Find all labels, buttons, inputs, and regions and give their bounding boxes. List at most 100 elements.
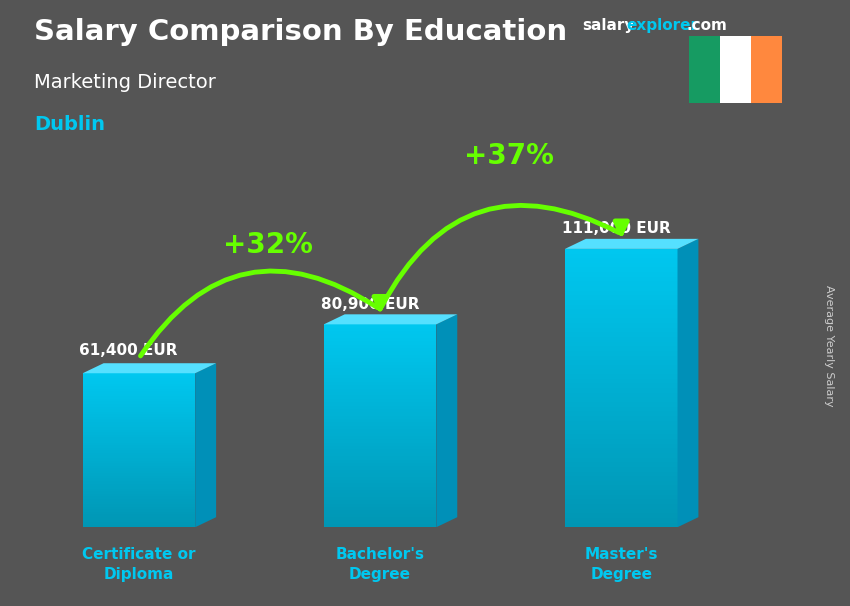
Bar — [324, 439, 436, 443]
Bar — [82, 450, 196, 453]
Bar — [565, 393, 677, 398]
Bar — [82, 411, 196, 415]
Bar — [324, 378, 436, 382]
Bar — [82, 373, 196, 376]
Bar — [82, 476, 196, 479]
Bar — [565, 471, 677, 476]
Bar — [324, 402, 436, 405]
Bar — [82, 407, 196, 409]
Bar — [324, 466, 436, 470]
Bar — [324, 341, 436, 345]
Text: Master's
Degree: Master's Degree — [585, 547, 658, 582]
Bar — [565, 328, 677, 332]
Bar — [565, 398, 677, 402]
Bar — [688, 36, 720, 103]
Bar — [82, 384, 196, 386]
Bar — [82, 409, 196, 411]
Bar — [565, 318, 677, 323]
Bar — [565, 388, 677, 393]
Bar — [82, 525, 196, 527]
Bar — [324, 399, 436, 402]
Bar — [82, 514, 196, 517]
Bar — [565, 499, 677, 504]
Bar — [82, 494, 196, 496]
Bar — [82, 488, 196, 491]
Bar — [565, 258, 677, 263]
Bar — [324, 416, 436, 419]
Bar — [324, 450, 436, 453]
Bar — [82, 417, 196, 419]
Bar — [82, 496, 196, 499]
Bar — [324, 521, 436, 524]
Bar — [324, 412, 436, 416]
Bar — [324, 507, 436, 510]
Bar — [82, 396, 196, 399]
Bar — [565, 304, 677, 309]
Bar — [324, 483, 436, 487]
Bar — [565, 421, 677, 425]
Bar — [324, 497, 436, 500]
Bar — [565, 337, 677, 342]
Bar — [82, 512, 196, 514]
Bar — [324, 368, 436, 371]
Bar — [324, 514, 436, 517]
Bar — [565, 485, 677, 490]
Bar — [82, 427, 196, 430]
Bar — [324, 487, 436, 490]
Bar — [324, 345, 436, 348]
Bar — [324, 470, 436, 473]
Bar — [565, 407, 677, 411]
Text: salary: salary — [582, 18, 635, 33]
Bar — [565, 249, 677, 253]
Bar — [82, 499, 196, 502]
Bar — [565, 402, 677, 407]
Bar — [565, 462, 677, 467]
Text: Dublin: Dublin — [34, 115, 105, 134]
Bar — [324, 422, 436, 426]
Bar — [324, 409, 436, 412]
Bar — [565, 453, 677, 458]
Bar — [82, 391, 196, 394]
Bar — [565, 314, 677, 319]
Bar — [324, 459, 436, 463]
Bar — [565, 295, 677, 300]
Bar — [324, 524, 436, 527]
Bar — [324, 405, 436, 409]
Bar — [565, 323, 677, 328]
Text: Certificate or
Diploma: Certificate or Diploma — [82, 547, 196, 582]
Bar — [324, 490, 436, 493]
Bar — [324, 476, 436, 480]
Bar — [82, 507, 196, 509]
Bar — [565, 467, 677, 471]
Bar — [82, 509, 196, 512]
Bar — [565, 494, 677, 499]
Bar — [82, 401, 196, 404]
Bar — [565, 444, 677, 448]
Bar — [82, 425, 196, 427]
Bar — [324, 355, 436, 358]
Bar — [324, 382, 436, 385]
Text: Marketing Director: Marketing Director — [34, 73, 216, 92]
Text: 61,400 EUR: 61,400 EUR — [80, 343, 178, 358]
Bar — [82, 435, 196, 438]
Bar — [82, 381, 196, 384]
Bar — [565, 504, 677, 508]
Bar — [82, 453, 196, 455]
Bar — [565, 272, 677, 277]
Bar — [82, 422, 196, 425]
Bar — [720, 36, 751, 103]
Bar — [82, 445, 196, 448]
Bar — [82, 522, 196, 525]
Bar — [565, 281, 677, 286]
Bar — [324, 442, 436, 446]
Bar — [82, 404, 196, 407]
Bar — [324, 436, 436, 439]
Bar — [82, 502, 196, 504]
Bar — [82, 448, 196, 450]
Bar — [324, 463, 436, 467]
Bar — [82, 442, 196, 445]
Bar — [565, 522, 677, 527]
Bar — [565, 290, 677, 295]
Bar — [565, 370, 677, 374]
Bar — [565, 384, 677, 388]
